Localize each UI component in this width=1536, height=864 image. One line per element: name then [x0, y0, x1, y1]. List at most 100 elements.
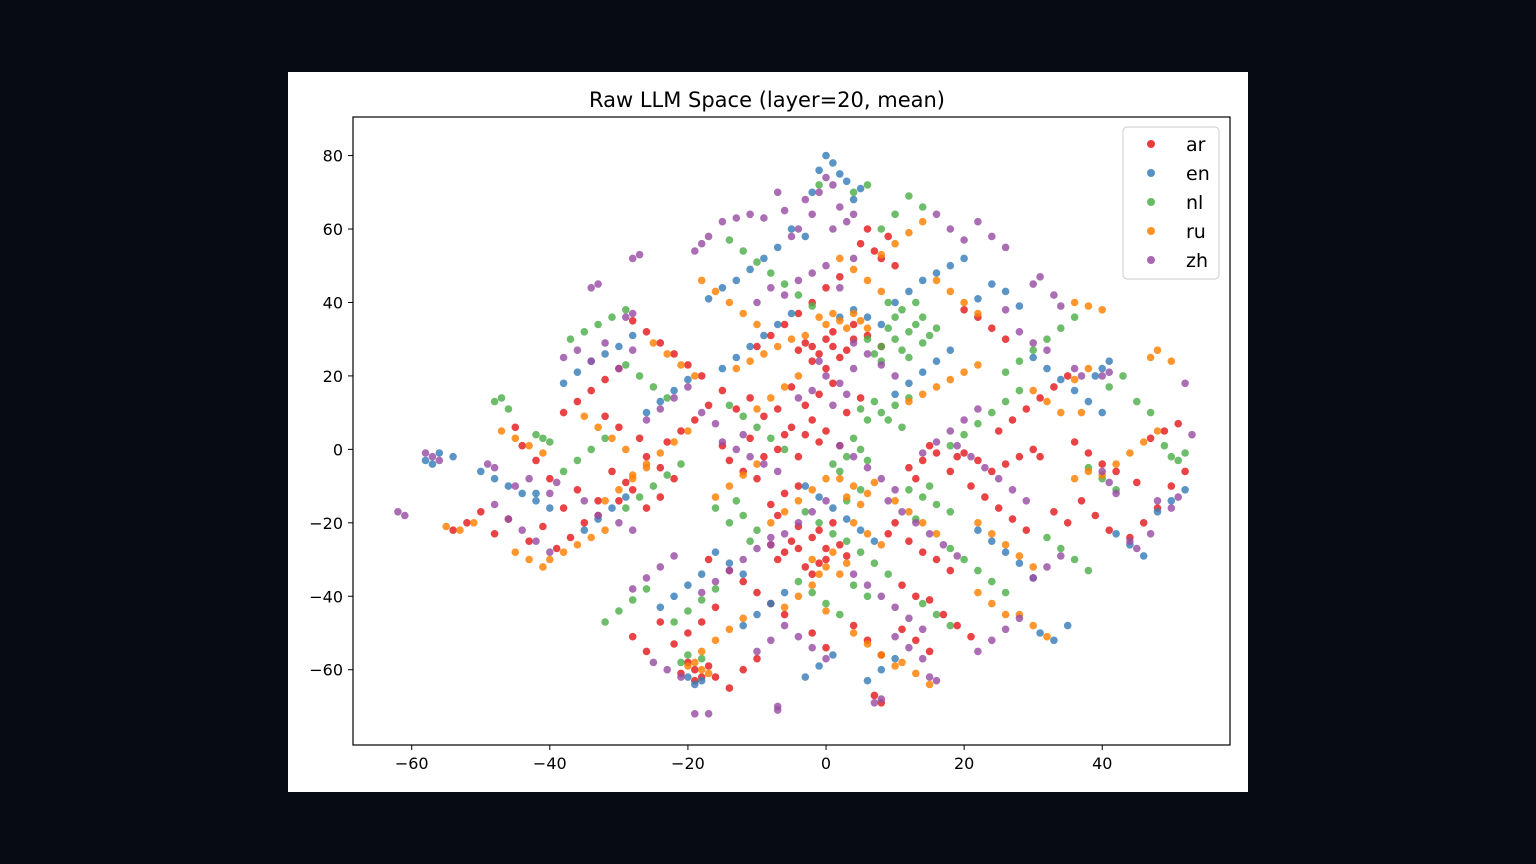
point-ru-36 — [1001, 541, 1010, 549]
point-ru-97 — [725, 482, 734, 490]
point-en-40 — [615, 342, 623, 351]
point-nl-96 — [767, 269, 775, 277]
point-nl-48 — [849, 581, 858, 589]
point-ar-3 — [842, 346, 851, 355]
point-en-71 — [829, 651, 837, 659]
point-ru-148 — [725, 625, 734, 634]
point-ru-79 — [628, 474, 637, 483]
point-nl-101 — [725, 236, 734, 244]
point-nl-106 — [822, 599, 830, 608]
point-ru-136 — [497, 427, 506, 435]
point-ar-198 — [988, 324, 996, 332]
point-ru-38 — [988, 530, 996, 538]
point-zh-138 — [1057, 552, 1065, 560]
point-nl-89 — [946, 544, 955, 553]
point-nl-144 — [663, 394, 671, 402]
point-ar-2 — [815, 350, 823, 358]
point-zh-169 — [946, 427, 955, 435]
point-en-83 — [787, 309, 796, 318]
point-nl-130 — [753, 423, 761, 432]
point-nl-116 — [697, 596, 706, 604]
point-zh-182 — [849, 339, 858, 347]
point-en-103 — [829, 504, 837, 512]
point-ar-93 — [594, 497, 602, 505]
point-ar-38 — [808, 416, 816, 424]
point-ar-153 — [711, 603, 720, 612]
point-en-79 — [732, 353, 741, 362]
point-ru-24 — [773, 342, 782, 351]
point-zh-144 — [656, 405, 665, 413]
point-en-102 — [815, 493, 823, 501]
point-ar-178 — [449, 526, 457, 534]
point-ru-125 — [918, 519, 927, 527]
point-ar-111 — [780, 610, 789, 619]
point-nl-105 — [642, 585, 651, 593]
point-en-100 — [1015, 302, 1024, 310]
point-ar-147 — [642, 452, 651, 461]
point-ru-11 — [856, 500, 865, 509]
point-ru-1 — [849, 309, 858, 318]
point-en-54 — [532, 497, 540, 505]
point-nl-17 — [863, 335, 872, 344]
point-zh-9 — [787, 232, 796, 241]
point-ar-172 — [1146, 434, 1155, 443]
point-ar-28 — [808, 570, 816, 578]
point-ru-53 — [1112, 460, 1120, 468]
point-en-58 — [1015, 559, 1024, 567]
point-zh-8 — [829, 225, 837, 233]
point-ar-8 — [822, 364, 830, 373]
point-zh-142 — [1043, 346, 1051, 355]
point-ru-117 — [974, 588, 982, 597]
point-en-85 — [905, 379, 913, 388]
point-nl-109 — [794, 577, 803, 586]
point-nl-71 — [490, 397, 499, 406]
point-ar-60 — [1015, 452, 1024, 461]
point-ru-122 — [780, 383, 789, 391]
point-ar-58 — [988, 467, 996, 476]
point-ar-186 — [725, 684, 734, 692]
point-nl-95 — [780, 280, 789, 288]
point-ar-208 — [587, 386, 595, 395]
y-tick-label: −20 — [309, 514, 343, 533]
x-axis: −60 −40 −20 0 20 40 — [395, 745, 1112, 773]
point-zh-29 — [746, 452, 754, 461]
point-nl-77 — [1119, 372, 1127, 380]
point-en-80 — [746, 342, 754, 351]
point-ru-91 — [808, 581, 816, 589]
point-ru-20 — [697, 665, 706, 674]
point-nl-73 — [504, 405, 513, 413]
point-ar-27 — [773, 555, 782, 564]
point-nl-62 — [1001, 368, 1010, 377]
point-ar-140 — [994, 504, 1003, 512]
point-en-104 — [842, 515, 851, 523]
point-ar-145 — [967, 632, 975, 641]
point-en-32 — [1070, 386, 1079, 395]
point-ar-194 — [628, 632, 637, 641]
point-ar-139 — [981, 493, 989, 501]
point-nl-108 — [808, 588, 816, 597]
point-zh-119 — [663, 665, 671, 674]
point-en-84 — [891, 390, 899, 399]
point-nl-44 — [856, 548, 865, 556]
point-nl-90 — [649, 482, 658, 490]
point-ar-109 — [753, 588, 761, 597]
point-nl-136 — [918, 599, 927, 608]
point-zh-18 — [849, 254, 858, 263]
point-en-6 — [808, 188, 816, 197]
point-ru-106 — [1146, 353, 1155, 362]
point-en-27 — [946, 261, 955, 270]
point-en-52 — [504, 482, 513, 490]
point-ru-9 — [863, 489, 872, 498]
point-zh-174 — [794, 519, 803, 527]
point-en-106 — [870, 537, 879, 545]
point-zh-45 — [552, 478, 561, 487]
point-ar-86 — [898, 581, 906, 589]
point-ar-40 — [794, 452, 803, 461]
point-en-101 — [801, 482, 810, 490]
point-ar-199 — [1001, 335, 1010, 344]
point-en-91 — [670, 386, 678, 395]
point-ru-133 — [1098, 306, 1106, 314]
point-ar-52 — [691, 665, 699, 674]
point-ru-140 — [580, 412, 589, 421]
point-ru-27 — [801, 331, 810, 340]
